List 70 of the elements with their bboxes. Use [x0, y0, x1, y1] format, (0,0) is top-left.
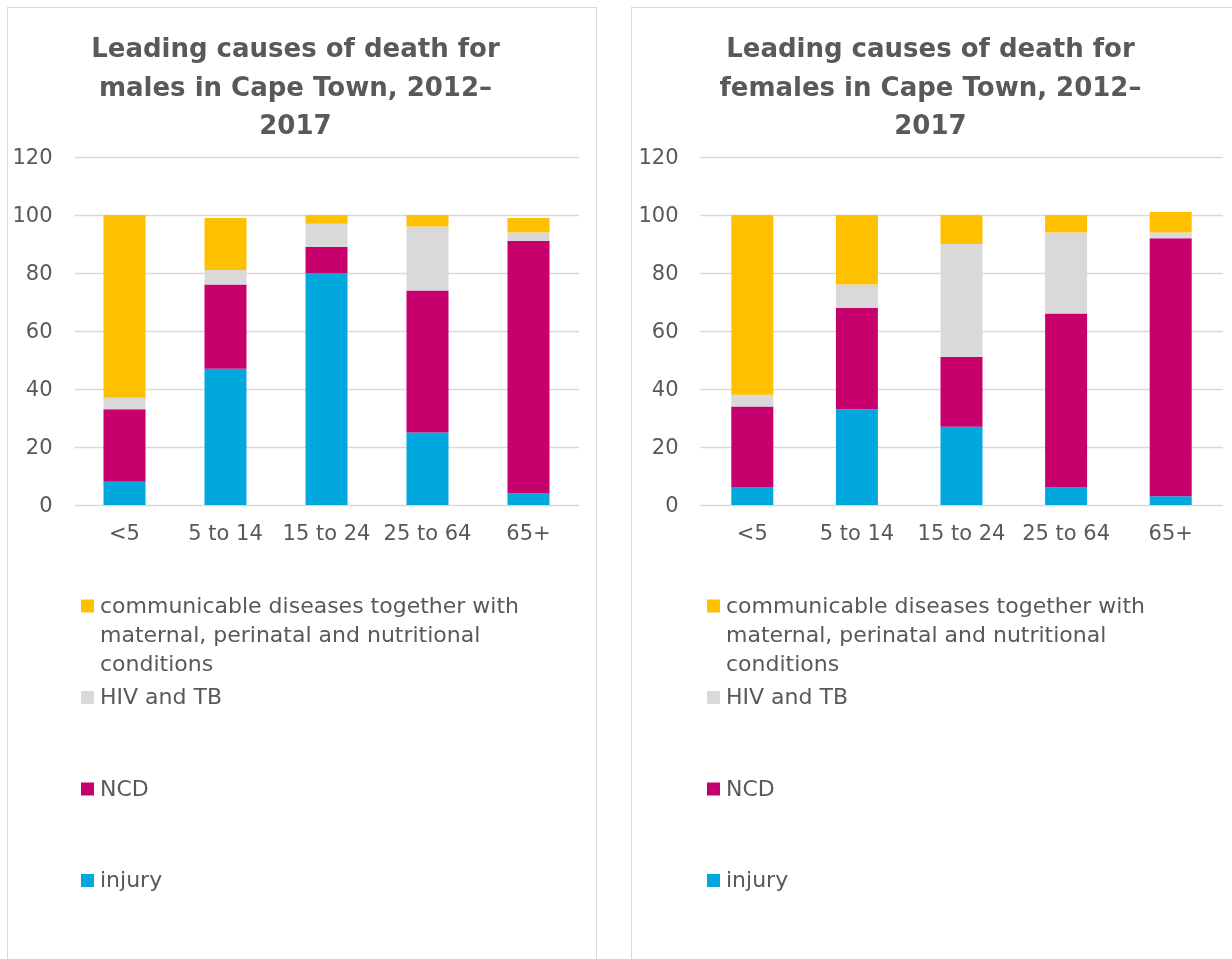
bar: [1045, 215, 1088, 233]
bar: [204, 217, 247, 271]
y-tick-label: 40: [651, 376, 679, 401]
legend-label: communicable diseases together with maternal, perinatal and nutritional conditions: [726, 592, 1146, 676]
bar: [731, 215, 774, 395]
x-tick-label: <5: [736, 520, 768, 545]
bar: [1149, 232, 1192, 239]
x-tick-label: 65+: [506, 520, 551, 545]
x-tick-label: 5 to 14: [819, 520, 895, 545]
bar: [835, 215, 878, 285]
bar: [507, 241, 550, 494]
bar: [731, 406, 774, 488]
bar: [1149, 238, 1192, 497]
x-tick-label: 65+: [1148, 520, 1193, 545]
x-tick-label: <5: [109, 520, 140, 545]
bar: [731, 487, 774, 505]
bar: [835, 284, 878, 308]
y-tick-label: 80: [25, 260, 53, 285]
bar: [103, 481, 146, 505]
y-tick-label: 120: [12, 144, 53, 169]
bar: [406, 290, 449, 433]
y-tick-label: 100: [12, 202, 53, 227]
bar: [103, 409, 146, 482]
bar: [507, 493, 550, 505]
legend-label: HIV and TB: [726, 684, 848, 709]
y-tick-label: 60: [25, 318, 53, 343]
bar: [406, 215, 449, 227]
y-tick-label: 40: [25, 376, 53, 401]
y-tick-label: 20: [25, 434, 53, 459]
bar: [305, 246, 348, 273]
x-tick-label: 5 to 14: [188, 520, 263, 545]
x-tick-label: 15 to 24: [917, 520, 1006, 545]
x-tick-label: 25 to 64: [1022, 520, 1111, 545]
legend-label: injury: [726, 867, 789, 892]
chart-title: Leading causes of death for females in Cape Town, 2012–2017: [719, 33, 1142, 140]
bar: [835, 307, 878, 410]
bar: [406, 432, 449, 505]
y-tick-label: 120: [638, 144, 679, 169]
x-tick-label: 15 to 24: [282, 520, 371, 545]
bar: [507, 232, 550, 242]
bar: [305, 223, 348, 247]
bar: [940, 215, 983, 244]
bar: [940, 426, 983, 505]
y-tick-label: 80: [651, 260, 679, 285]
y-tick-label: 0: [665, 492, 679, 517]
legend-label: NCD: [726, 775, 775, 801]
bar: [305, 273, 348, 505]
bar: [1045, 313, 1088, 488]
bar: [731, 394, 774, 407]
chart-title: Leading causes of death for males in Cape Town, 2012–2017: [91, 33, 500, 140]
x-tick-label: 25 to 64: [383, 520, 472, 545]
y-tick-label: 20: [651, 434, 679, 459]
legend-label: NCD: [100, 775, 149, 801]
legend-label: communicable diseases together with maternal, perinatal and nutritional conditions: [100, 592, 520, 676]
bar: [507, 217, 550, 233]
y-tick-label: 100: [638, 202, 679, 227]
bar: [1149, 212, 1192, 233]
bar: [1045, 487, 1088, 505]
bar: [103, 215, 146, 398]
legend-label: injury: [100, 867, 163, 892]
bar: [940, 357, 983, 427]
bar: [204, 284, 247, 369]
y-tick-label: 0: [39, 492, 53, 517]
bar: [305, 215, 348, 224]
bar: [204, 368, 247, 505]
bar: [1149, 496, 1192, 505]
y-tick-label: 60: [651, 318, 679, 343]
bar: [835, 409, 878, 505]
bar: [103, 397, 146, 410]
legend-label: HIV and TB: [100, 684, 222, 709]
